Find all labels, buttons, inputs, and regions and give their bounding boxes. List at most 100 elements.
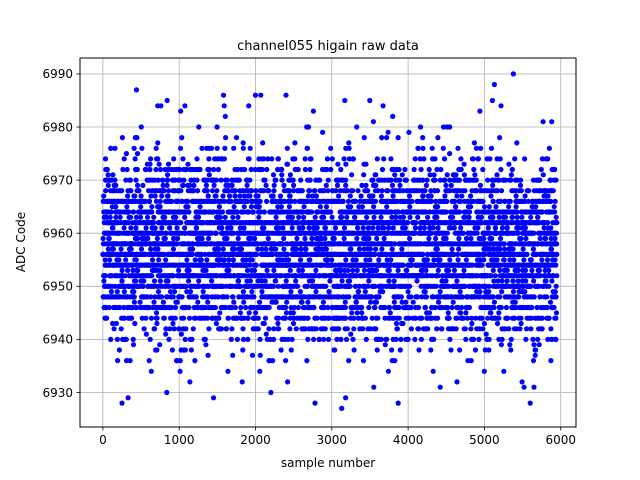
data-point bbox=[235, 235, 241, 242]
data-point bbox=[378, 336, 384, 342]
data-point bbox=[370, 119, 376, 125]
data-point bbox=[455, 251, 461, 257]
data-point bbox=[407, 204, 413, 210]
data-point bbox=[284, 145, 290, 151]
data-point bbox=[446, 267, 452, 273]
data-point bbox=[240, 145, 246, 151]
data-point bbox=[460, 315, 466, 321]
data-point bbox=[384, 204, 390, 210]
data-point bbox=[182, 225, 188, 231]
data-point bbox=[106, 235, 112, 242]
data-point bbox=[393, 320, 400, 327]
data-point bbox=[343, 161, 349, 167]
data-point bbox=[174, 299, 180, 305]
data-point bbox=[152, 326, 158, 332]
data-point bbox=[360, 225, 366, 231]
data-point bbox=[246, 310, 252, 316]
data-point bbox=[105, 172, 111, 178]
data-point bbox=[195, 188, 201, 194]
data-point bbox=[305, 315, 311, 321]
data-point bbox=[102, 273, 108, 279]
data-point bbox=[232, 188, 238, 194]
data-point bbox=[147, 161, 153, 167]
data-point bbox=[271, 188, 277, 194]
data-point bbox=[388, 257, 394, 263]
data-point bbox=[458, 166, 464, 173]
data-point bbox=[131, 289, 137, 295]
data-point bbox=[350, 267, 356, 273]
data-point bbox=[171, 156, 177, 162]
data-point bbox=[415, 214, 421, 220]
data-point bbox=[341, 156, 347, 162]
data-point bbox=[298, 177, 304, 183]
data-point bbox=[282, 315, 288, 321]
data-point bbox=[423, 294, 429, 300]
data-point bbox=[133, 304, 139, 311]
data-point bbox=[148, 156, 154, 162]
data-point bbox=[456, 177, 462, 183]
data-point bbox=[396, 304, 402, 311]
data-point bbox=[289, 214, 295, 220]
data-point bbox=[462, 188, 468, 194]
data-point bbox=[263, 246, 269, 252]
data-point bbox=[381, 156, 387, 162]
data-point bbox=[346, 156, 352, 162]
data-point bbox=[366, 278, 372, 284]
data-point bbox=[366, 304, 372, 311]
data-point bbox=[179, 135, 185, 141]
data-point bbox=[268, 389, 274, 396]
data-point bbox=[232, 193, 238, 199]
data-point bbox=[374, 156, 380, 162]
data-point bbox=[253, 310, 259, 316]
data-point bbox=[153, 166, 159, 173]
data-point bbox=[420, 251, 426, 257]
data-point bbox=[293, 326, 299, 332]
data-point bbox=[450, 214, 456, 220]
data-point bbox=[178, 331, 184, 337]
data-point bbox=[189, 336, 195, 342]
data-point bbox=[179, 294, 185, 300]
data-point bbox=[342, 299, 348, 305]
data-point bbox=[225, 188, 231, 194]
data-point bbox=[400, 214, 407, 220]
data-point bbox=[432, 304, 438, 311]
data-point bbox=[254, 251, 260, 257]
data-point bbox=[166, 188, 172, 194]
data-point bbox=[368, 299, 374, 305]
data-point bbox=[164, 182, 170, 188]
data-point bbox=[321, 304, 327, 311]
data-point bbox=[169, 198, 175, 204]
data-point bbox=[182, 347, 188, 353]
data-point bbox=[385, 129, 391, 135]
data-point bbox=[410, 299, 416, 305]
data-point bbox=[451, 225, 457, 231]
data-point bbox=[209, 278, 215, 284]
data-point bbox=[363, 182, 369, 188]
data-point bbox=[235, 166, 241, 173]
data-point bbox=[133, 177, 139, 183]
data-point bbox=[381, 225, 387, 231]
data-point bbox=[170, 246, 177, 252]
data-point bbox=[216, 315, 222, 321]
data-point bbox=[472, 172, 478, 178]
data-point bbox=[247, 193, 253, 199]
data-point bbox=[103, 214, 110, 220]
data-point bbox=[187, 182, 193, 188]
data-point bbox=[437, 177, 443, 183]
data-point bbox=[402, 225, 408, 231]
data-point bbox=[378, 214, 384, 220]
data-point bbox=[254, 241, 261, 247]
data-point bbox=[380, 289, 386, 295]
data-point bbox=[434, 188, 441, 194]
data-point bbox=[147, 166, 153, 173]
data-point bbox=[219, 225, 225, 231]
data-point bbox=[309, 209, 315, 215]
data-point bbox=[462, 326, 468, 332]
data-point bbox=[417, 225, 423, 231]
data-point bbox=[345, 267, 351, 273]
data-point bbox=[435, 135, 441, 141]
data-point bbox=[185, 198, 191, 204]
data-point bbox=[242, 166, 248, 173]
data-point bbox=[311, 304, 317, 311]
